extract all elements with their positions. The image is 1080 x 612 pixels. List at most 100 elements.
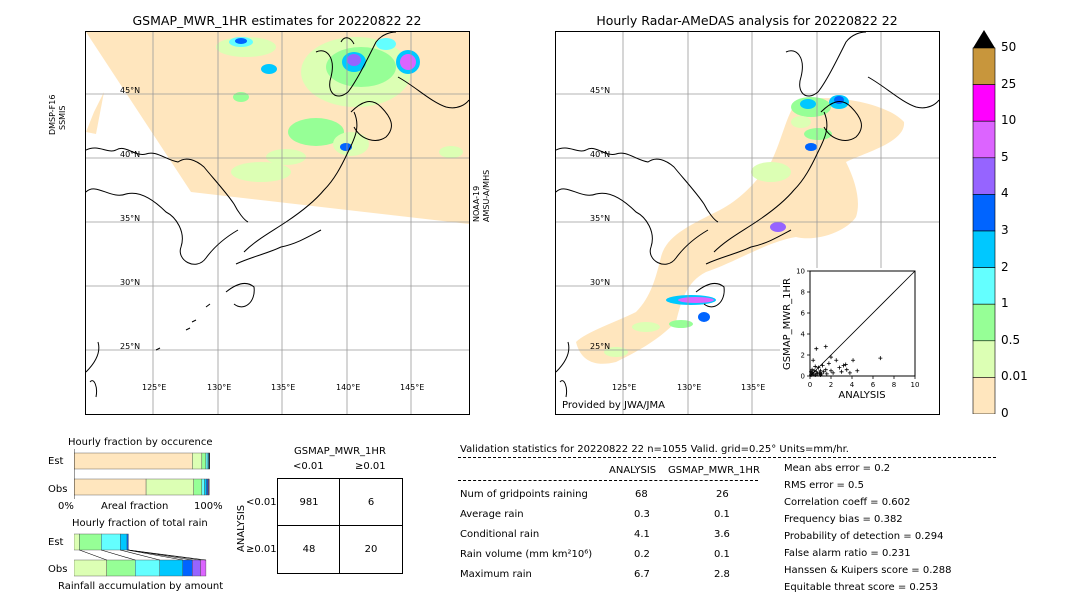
scatter-point — [813, 364, 818, 369]
scatter-ytick: 6 — [801, 310, 806, 318]
left-map-title: GSMAP_MWR_1HR estimates for 20220822 22 — [132, 13, 422, 28]
bar-connector — [126, 549, 183, 561]
scatter-xlabel: ANALYSIS — [838, 390, 885, 401]
scatter-point — [823, 367, 828, 372]
scatter-xtick: 0 — [808, 381, 812, 389]
colorbar-label: 50 — [1001, 40, 1017, 54]
val-row-label-4: Maximum rain — [460, 569, 532, 580]
occ-cat-est: Est — [48, 456, 64, 467]
scatter-ytick: 2 — [801, 352, 805, 360]
bar-segment — [182, 559, 193, 577]
colorbar-canvas — [972, 30, 996, 415]
tot-chart — [73, 530, 210, 580]
left-lon-125: 125°E — [142, 383, 166, 392]
scatter-xtick: 8 — [892, 381, 896, 389]
bar-segment — [73, 478, 147, 496]
score-5: False alarm ratio = 0.231 — [784, 548, 911, 559]
right-sat-label-2: AMSU-A/MHS — [482, 169, 491, 222]
provider-credit: Provided by JWA/JMA — [562, 400, 665, 411]
val-row-a-1: 0.3 — [634, 509, 650, 520]
colorbar-extend-arrow — [973, 30, 995, 48]
right-lat-35: 35°N — [590, 214, 610, 223]
scatter-point — [824, 371, 829, 376]
bar-segment — [120, 533, 128, 551]
scatter-point — [878, 356, 883, 361]
left-map-canvas: 45°N 40°N 35°N 30°N 25°N 125°E 130°E 135… — [86, 32, 469, 414]
scatter-point — [851, 358, 856, 363]
left-sat-label-2: SSMIS — [58, 105, 67, 131]
left-lat-45: 45°N — [120, 86, 140, 95]
scatter-point — [829, 368, 833, 373]
scatter-point — [817, 370, 822, 375]
colorbar-label: 0.5 — [1001, 332, 1021, 347]
bar-segment — [201, 478, 205, 496]
val-col-analysis: ANALYSIS — [609, 465, 657, 476]
occ-tick-100: 100% — [194, 501, 223, 512]
bar-segment — [101, 533, 121, 551]
right-lon-125: 125°E — [612, 383, 636, 392]
colorbar-label: 4 — [1001, 186, 1009, 201]
scatter-ytick: 0 — [801, 373, 805, 381]
cont-grid: 981 6 48 20 — [277, 478, 403, 574]
val-row-g-2: 3.6 — [714, 529, 730, 540]
bar-segment — [135, 559, 160, 577]
bar-connector — [128, 549, 206, 561]
left-lon-145: 145°E — [400, 383, 424, 392]
left-sat-label-1: DMSP-F16 — [48, 94, 57, 135]
left-coastlines — [86, 32, 469, 398]
right-lat-40: 40°N — [590, 150, 610, 159]
val-row-g-0: 26 — [716, 489, 729, 500]
bar-segment — [204, 478, 207, 496]
scatter-xtick: 10 — [911, 381, 920, 389]
scatter-point — [814, 346, 819, 351]
scatter-point — [812, 368, 817, 373]
bar-segment — [208, 478, 210, 496]
bar-segment — [193, 478, 203, 496]
right-coastlines — [556, 32, 939, 398]
scatter-ytick: 4 — [801, 331, 806, 339]
val-col-rule — [458, 480, 758, 481]
left-lon-140: 140°E — [336, 383, 360, 392]
cont-row-1: <0.01 — [246, 497, 277, 508]
scatter-point — [837, 365, 842, 370]
scatter-point — [821, 369, 826, 374]
scatter-point — [810, 367, 815, 372]
left-lon-130: 130°E — [207, 383, 231, 392]
colorbar-segment — [972, 267, 996, 305]
bar-segment — [209, 452, 211, 470]
scatter-point — [831, 370, 836, 375]
score-4: Probability of detection = 0.294 — [784, 531, 944, 542]
scatter-ytick: 8 — [801, 289, 805, 297]
colorbar-segment — [972, 157, 996, 195]
bar-segment — [206, 478, 209, 496]
colorbar-segment — [972, 120, 996, 159]
bar-segment — [79, 533, 102, 551]
right-coverage — [576, 98, 905, 364]
cont-col-1: <0.01 — [293, 461, 324, 472]
right-lon-130: 130°E — [677, 383, 701, 392]
scatter-ylabel: GSMAP_MWR_1HR — [782, 278, 793, 370]
bar-segment — [192, 452, 203, 470]
bar-segment — [73, 533, 80, 551]
val-row-g-1: 0.1 — [714, 509, 730, 520]
val-header: Validation statistics for 20220822 22 n=… — [460, 444, 849, 455]
bar-connector — [101, 549, 136, 561]
right-lat-25: 25°N — [590, 342, 610, 351]
val-col-gsmap: GSMAP_MWR_1HR — [668, 465, 760, 476]
scatter-point — [839, 369, 844, 374]
cont-cell-21: 48 — [302, 544, 316, 555]
val-row-a-2: 4.1 — [634, 529, 650, 540]
val-row-a-4: 6.7 — [634, 569, 650, 580]
right-map-canvas: 45°N 40°N 35°N 30°N 25°N 125°E 130°E 135… — [556, 32, 939, 414]
scatter-point — [818, 368, 823, 373]
right-map-title: Hourly Radar-AMeDAS analysis for 2022082… — [596, 13, 898, 28]
val-row-g-4: 2.8 — [714, 569, 730, 580]
colorbar-label: 2 — [1001, 259, 1009, 274]
cont-cell-11: 981 — [299, 497, 319, 508]
colorbar-label: 10 — [1001, 113, 1017, 128]
left-lat-25: 25°N — [120, 342, 140, 351]
colorbar-segment — [972, 194, 996, 232]
cont-cell-12: 6 — [367, 497, 375, 508]
bar-segment — [106, 559, 136, 577]
val-row-a-0: 68 — [635, 489, 648, 500]
